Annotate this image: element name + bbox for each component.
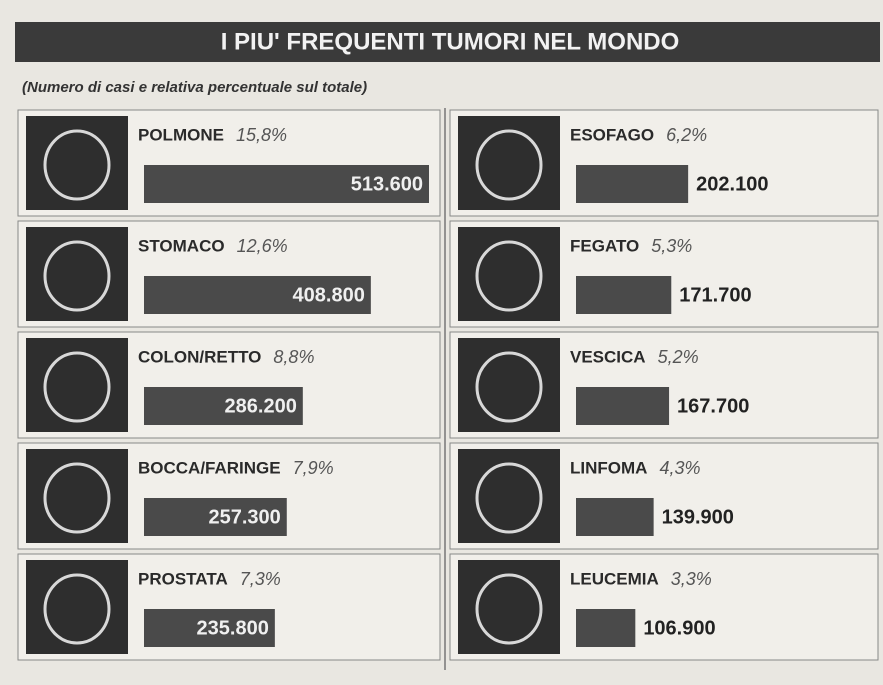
share-label: 7,9%	[293, 458, 334, 478]
share-label: 7,3%	[240, 569, 281, 589]
bar	[576, 498, 654, 536]
share-label: 4,3%	[659, 458, 700, 478]
category-label: STOMACO	[138, 236, 225, 255]
category-label: PROSTATA	[138, 569, 228, 588]
value-label: 235.800	[197, 617, 269, 639]
page: I PIU' FREQUENTI TUMORI NEL MONDO (Numer…	[0, 0, 883, 685]
bar	[576, 165, 688, 203]
bar	[576, 609, 635, 647]
bar	[576, 276, 671, 314]
category-label: VESCICA	[570, 347, 646, 366]
value-label: 171.700	[679, 284, 751, 306]
value-label: 257.300	[208, 506, 280, 528]
share-label: 5,2%	[658, 347, 699, 367]
chart-title: I PIU' FREQUENTI TUMORI NEL MONDO	[221, 28, 680, 55]
category-label: POLMONE	[138, 125, 224, 144]
chart-subtitle: (Numero di casi e relativa percentuale s…	[22, 79, 367, 96]
category-label: ESOFAGO	[570, 125, 654, 144]
category-label: COLON/RETTO	[138, 347, 261, 366]
value-label: 106.900	[643, 617, 715, 639]
value-label: 513.600	[351, 173, 423, 195]
share-label: 6,2%	[666, 125, 707, 145]
share-label: 5,3%	[651, 236, 692, 256]
share-label: 3,3%	[671, 569, 712, 589]
value-label: 167.700	[677, 395, 749, 417]
share-label: 12,6%	[237, 236, 288, 256]
value-label: 408.800	[293, 284, 365, 306]
value-label: 286.200	[225, 395, 297, 417]
share-label: 8,8%	[273, 347, 314, 367]
value-label: 139.900	[662, 506, 734, 528]
category-label: LEUCEMIA	[570, 569, 659, 588]
category-label: LINFOMA	[570, 458, 647, 477]
category-label: FEGATO	[570, 236, 639, 255]
value-label: 202.100	[696, 173, 768, 195]
bar	[576, 387, 669, 425]
share-label: 15,8%	[236, 125, 287, 145]
chart: I PIU' FREQUENTI TUMORI NEL MONDO (Numer…	[0, 0, 883, 685]
category-label: BOCCA/FARINGE	[138, 458, 281, 477]
